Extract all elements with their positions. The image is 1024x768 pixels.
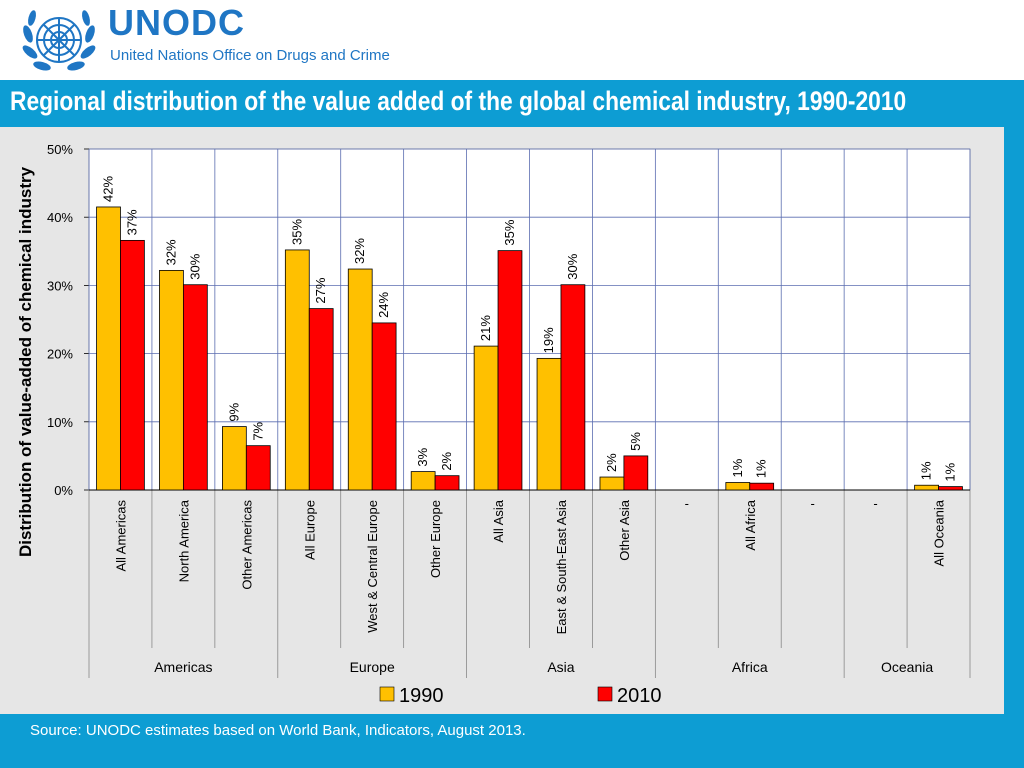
bar-2010: [245, 445, 271, 491]
bar-2010: [938, 486, 963, 491]
group-label: Oceania: [881, 659, 933, 675]
bar-2010: [371, 322, 397, 491]
y-tick-label: 40%: [47, 210, 73, 225]
group-label: Americas: [154, 659, 212, 675]
group-label: Africa: [732, 659, 768, 675]
y-tick-label: 0%: [54, 483, 73, 498]
data-label-2010: 1%: [942, 462, 957, 481]
bar-2010: [308, 308, 334, 491]
data-label-1990: 32%: [163, 239, 178, 265]
header: UNODC United Nations Office on Drugs and…: [0, 0, 1024, 80]
data-label-2010: 7%: [250, 421, 265, 440]
bar-1990: [159, 269, 184, 491]
group-label: Asia: [547, 659, 574, 675]
legend-swatch-1990: [379, 686, 395, 702]
bar-2010: [182, 284, 208, 491]
category-label: Other Europe: [428, 500, 443, 578]
category-label: Other Americas: [239, 500, 254, 590]
data-label-2010: 37%: [124, 209, 139, 235]
data-label-1990: 2%: [604, 453, 619, 472]
data-label-1990: 42%: [101, 176, 116, 202]
bar-2010: [434, 475, 460, 491]
bar-1990: [599, 476, 625, 491]
bar-2010: [497, 250, 523, 491]
legend-label-2010: 2010: [617, 685, 662, 707]
bar-2010: [560, 284, 586, 491]
category-label: All Europe: [302, 500, 317, 560]
y-axis-label: Distribution of value-added of chemical …: [16, 166, 35, 557]
source-note: Source: UNODC estimates based on World B…: [30, 722, 526, 739]
data-label-2010: 30%: [565, 253, 580, 279]
bar-1990: [347, 268, 373, 491]
bar-1990: [222, 426, 247, 491]
chart-title: Regional distribution of the value added…: [10, 86, 907, 116]
y-tick-label: 30%: [47, 278, 73, 293]
category-label: -: [685, 496, 689, 511]
y-tick-label: 10%: [47, 415, 73, 430]
y-tick-label: 50%: [47, 142, 73, 157]
y-tick-label: 20%: [47, 347, 73, 362]
group-label: Europe: [350, 659, 395, 675]
data-label-1990: 21%: [478, 315, 493, 341]
category-label: Other Asia: [617, 499, 632, 560]
category-label: All Oceania: [932, 499, 947, 566]
brand-subtitle: United Nations Office on Drugs and Crime: [110, 47, 390, 64]
data-label-1990: 32%: [352, 238, 367, 264]
legend-label-1990: 1990: [399, 685, 444, 707]
bar-2010: [749, 482, 775, 491]
data-label-2010: 2%: [439, 451, 454, 470]
data-label-2010: 5%: [628, 432, 643, 451]
data-label-1990: 3%: [415, 447, 430, 466]
data-label-2010: 1%: [754, 459, 769, 478]
data-label-2010: 24%: [376, 291, 391, 317]
bar-2010: [120, 239, 145, 491]
category-label: All Asia: [491, 499, 506, 542]
legend: 1990 2010: [379, 685, 662, 707]
bar-1990: [914, 484, 939, 491]
category-label: All Americas: [113, 500, 128, 572]
bar-1990: [410, 471, 436, 491]
category-label: -: [811, 496, 815, 511]
bar-1990: [536, 357, 562, 491]
data-label-2010: 30%: [187, 253, 202, 279]
bar-2010: [623, 455, 649, 491]
data-label-1990: 1%: [730, 458, 745, 477]
bar-1990: [725, 482, 751, 491]
category-label: -: [873, 496, 877, 511]
data-label-1990: 35%: [289, 218, 304, 244]
data-label-2010: 27%: [313, 277, 328, 303]
bar-1990: [284, 249, 310, 491]
un-emblem-icon: [22, 10, 96, 71]
data-label-1990: 9%: [226, 402, 241, 421]
bar-1990: [473, 345, 499, 491]
legend-swatch-2010: [597, 686, 613, 702]
category-label: All Africa: [743, 499, 758, 550]
data-label-1990: 1%: [919, 461, 934, 480]
category-label: East & South-East Asia: [554, 499, 569, 634]
brand-name: UNODC: [108, 2, 245, 43]
category-label: West & Central Europe: [365, 500, 380, 633]
category-label: North America: [176, 499, 191, 582]
bar-1990: [96, 206, 121, 491]
data-label-2010: 35%: [502, 219, 517, 245]
data-label-1990: 19%: [541, 327, 556, 353]
